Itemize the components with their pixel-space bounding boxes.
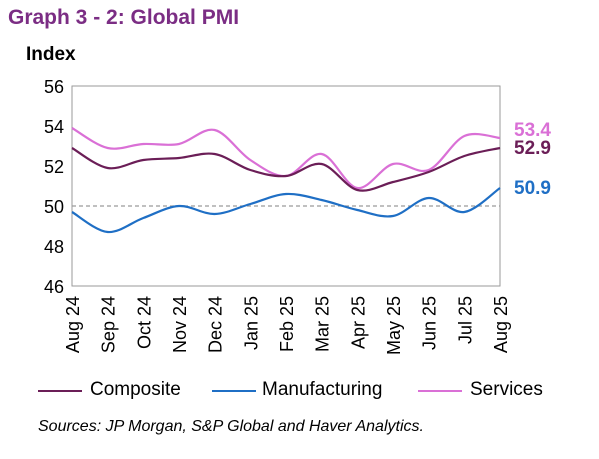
y-tick-label: 46 bbox=[44, 277, 64, 297]
x-tick-label: Aug 25 bbox=[491, 296, 511, 353]
end-label-composite: 52.9 bbox=[514, 138, 551, 159]
x-tick-label: Apr 25 bbox=[348, 296, 368, 349]
x-tick-label: Sep 24 bbox=[99, 296, 119, 353]
x-tick-label: Feb 25 bbox=[277, 296, 297, 352]
y-tick-label: 54 bbox=[44, 117, 64, 137]
x-tick-label: May 25 bbox=[384, 296, 404, 355]
legend-label-composite: Composite bbox=[90, 379, 181, 400]
x-tick-label: Mar 25 bbox=[313, 296, 333, 352]
chart-title: Graph 3 - 2: Global PMI bbox=[8, 6, 240, 29]
legend: Composite Manufacturing Services bbox=[0, 376, 599, 406]
x-tick-label: Nov 24 bbox=[170, 296, 190, 353]
legend-swatch-services bbox=[418, 390, 462, 392]
series-line-services bbox=[71, 127, 501, 190]
x-tick-label: Dec 24 bbox=[206, 296, 226, 353]
series-line-manufacturing bbox=[71, 187, 501, 234]
legend-label-manufacturing: Manufacturing bbox=[262, 379, 383, 400]
end-label-manufacturing: 50.9 bbox=[514, 178, 551, 199]
end-label-services: 53.4 bbox=[514, 120, 551, 141]
legend-swatch-manufacturing bbox=[212, 390, 256, 392]
y-axis-label: Index bbox=[26, 44, 76, 65]
x-tick-label: Oct 24 bbox=[134, 296, 154, 349]
y-tick-label: 56 bbox=[44, 77, 64, 97]
x-tick-label: Jul 25 bbox=[455, 296, 475, 344]
legend-label-services: Services bbox=[470, 379, 543, 400]
y-tick-label: 48 bbox=[44, 237, 64, 257]
x-tick-label: Jan 25 bbox=[241, 296, 261, 350]
y-tick-label: 50 bbox=[44, 197, 64, 217]
x-tick-label: Aug 24 bbox=[63, 296, 83, 353]
chart-canvas: 46 48 50 52 54 56 Aug 24 Sep 24 Oct 24 Nov 24 Dec … bbox=[44, 77, 551, 355]
plot-area-frame bbox=[71, 85, 501, 287]
legend-swatch-composite bbox=[38, 390, 82, 392]
y-tick-label: 52 bbox=[44, 157, 64, 177]
series-line-composite bbox=[71, 146, 501, 192]
source-note: Sources: JP Morgan, S&P Global and Haver… bbox=[38, 418, 424, 435]
x-tick-label: Jun 25 bbox=[420, 296, 440, 350]
